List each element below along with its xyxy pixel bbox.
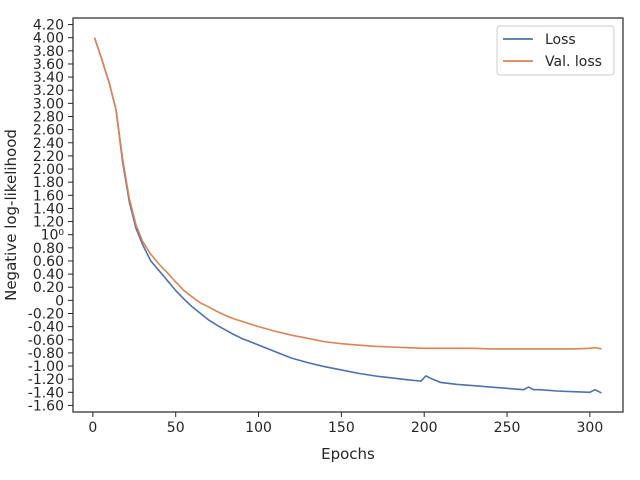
y-tick-label: -1.20 [28,372,64,388]
y-tick-label: -0.40 [28,320,64,336]
y-tick-label: -1.40 [28,385,64,401]
y-tick-label: 0.40 [33,267,64,283]
x-axis-label: Epochs [321,445,375,463]
y-tick-label: -1.00 [28,359,64,375]
y-tick-label: 1.80 [33,175,64,191]
x-tick-label: 300 [577,420,604,436]
y-tick-label: 3.00 [33,96,64,112]
legend-label: Val. loss [545,54,602,70]
x-tick-label: 200 [411,420,438,436]
y-tick-label: 2.60 [33,123,64,139]
x-tick-label: 100 [245,420,272,436]
y-tick-label: 3.40 [33,70,64,86]
axes: 0 50 100 150 200 250 3004.204.003.803.603.403.… [28,17,624,436]
series-line-loss [93,37,602,394]
legend: Loss Val. loss [496,25,615,76]
y-tick-label: 2.20 [33,149,64,165]
y-tick-label: 0.80 [33,241,64,257]
y-tick-label: 1.60 [33,188,64,204]
y-tick-label: 3.20 [33,83,64,99]
y-tick-label: 0 [55,293,64,309]
y-tick-label: -0.60 [28,333,64,349]
y-tick-label: 2.80 [33,110,64,126]
x-tick-label: 150 [328,420,355,436]
y-tick-label: 3.60 [33,57,64,73]
y-tick-label: 10⁰ [41,228,65,244]
y-tick-label: 1.20 [33,215,64,231]
y-tick-label: -0.80 [28,346,64,362]
x-tick-label: 0 [88,420,97,436]
y-tick-label: -1.60 [28,398,64,414]
y-tick-label: 1.40 [33,201,64,217]
y-tick-label: 4.00 [33,31,64,47]
y-tick-label: 4.20 [33,18,64,34]
y-tick-label: 2.00 [33,162,64,178]
plot-frame [72,17,624,413]
x-tick-label: 50 [167,420,185,436]
y-tick-label: 3.80 [33,44,64,60]
series-line-val-loss [93,37,602,350]
y-axis-label: Negative log-likelihood [2,129,20,301]
y-tick-label: -0.20 [28,307,64,323]
x-tick-label: 250 [494,420,521,436]
plot-area [93,37,602,394]
legend-label: Loss [545,32,576,48]
y-tick-label: 0.20 [33,280,64,296]
y-tick-label: 2.40 [33,136,64,152]
y-tick-label: 0.60 [33,254,64,270]
